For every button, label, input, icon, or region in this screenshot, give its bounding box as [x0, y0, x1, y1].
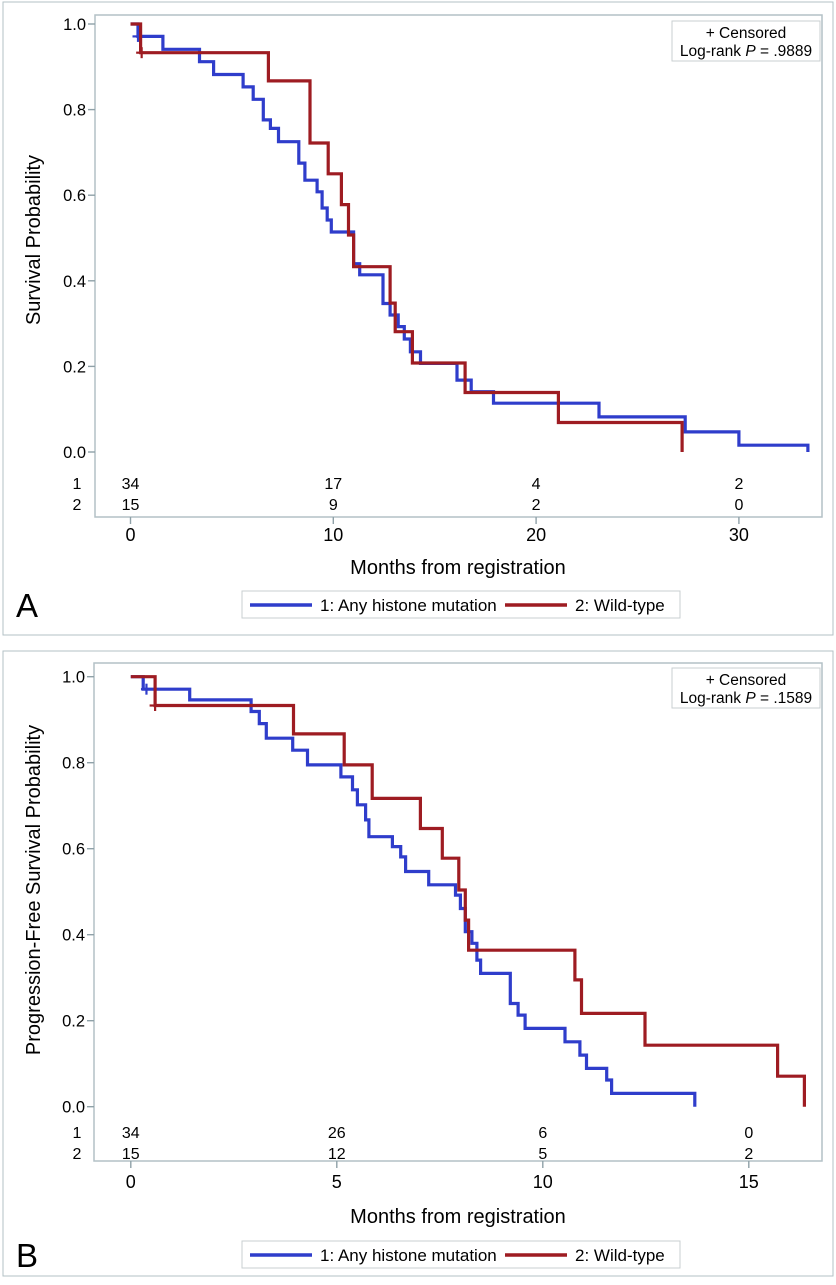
- y-tick-label: 0.2: [62, 1013, 85, 1031]
- x-tick-label: 20: [526, 525, 546, 545]
- y-tick-label: 0.4: [63, 273, 86, 291]
- y-tick-label: 0.6: [62, 841, 85, 859]
- inset-box: [671, 667, 821, 709]
- panel-letter: A: [16, 587, 38, 624]
- panel-letter: B: [16, 1237, 38, 1274]
- y-tick-label: 1.0: [63, 16, 86, 34]
- y-tick-label: 0.2: [63, 358, 86, 376]
- x-tick-label: 0: [126, 1172, 136, 1192]
- y-axis-title: Progression-Free Survival Probability: [23, 725, 45, 1055]
- at-risk-count: 9: [329, 497, 338, 514]
- x-tick-label: 10: [323, 525, 343, 545]
- y-tick-label: 0.4: [62, 927, 85, 945]
- at-risk-count: 12: [328, 1146, 346, 1163]
- legend-label: 1: Any histone mutation: [320, 1246, 497, 1265]
- logrank-label: Log-rank P = .9889: [680, 43, 812, 60]
- censored-label: + Censored: [706, 25, 787, 42]
- panel-outer-border: [2, 650, 834, 1277]
- legend-label: 1: Any histone mutation: [320, 596, 497, 615]
- inset-box: [671, 20, 821, 62]
- at-risk-count: 0: [744, 1125, 753, 1142]
- at-risk-count: 17: [324, 476, 342, 493]
- censored-label: + Censored: [706, 672, 787, 689]
- km-curve: [130, 675, 806, 1107]
- legend-label: 2: Wild-type: [575, 596, 665, 615]
- at-risk-count: 0: [734, 497, 743, 514]
- at-risk-count: 5: [538, 1146, 547, 1163]
- at-risk-count: 15: [122, 1146, 140, 1163]
- x-tick-label: 0: [125, 525, 135, 545]
- x-axis-title: Months from registration: [350, 557, 566, 579]
- at-risk-count: 2: [734, 476, 743, 493]
- x-axis-title: Months from registration: [350, 1206, 566, 1228]
- y-axis-title: Survival Probability: [23, 155, 45, 325]
- plot-frame: [93, 662, 823, 1162]
- legend-label: 2: Wild-type: [575, 1246, 665, 1265]
- x-tick-label: 10: [533, 1172, 553, 1192]
- at-risk-count: 4: [532, 476, 541, 493]
- at-risk-row-label: 1: [73, 476, 82, 493]
- y-tick-label: 1.0: [62, 669, 85, 687]
- at-risk-count: 26: [328, 1125, 346, 1142]
- y-tick-label: 0.8: [62, 755, 85, 773]
- at-risk-count: 2: [744, 1146, 753, 1163]
- y-tick-label: 0.6: [63, 187, 86, 205]
- panel-a-overall-survival: 1.00.80.60.40.20.00 10 20 301 34 17 4 22 15 9 2 0+ …: [2, 1, 834, 636]
- at-risk-count: 34: [122, 476, 140, 493]
- km-curve: [130, 22, 684, 452]
- x-tick-label: 15: [739, 1172, 759, 1192]
- at-risk-row-label: 2: [73, 1146, 82, 1163]
- legend-box: [241, 1240, 681, 1269]
- at-risk-count: 34: [122, 1125, 140, 1142]
- logrank-label: Log-rank P = .1589: [680, 690, 812, 707]
- panel-b-progression-free-survival: 1.0 0.8 0.6 0.4 0.2 0.0 0 5 10 15 1 34 26 6 0 2 15 12 5 2 + …: [2, 650, 834, 1277]
- x-tick-label: 30: [729, 525, 749, 545]
- legend-box: [241, 590, 681, 619]
- at-risk-count: 15: [122, 497, 140, 514]
- at-risk-row-label: 1: [73, 1125, 82, 1142]
- at-risk-row-label: 2: [73, 497, 82, 514]
- plot-frame: [94, 14, 823, 518]
- y-tick-label: 0.0: [63, 444, 86, 462]
- km-curve: [130, 675, 697, 1107]
- panel-outer-border: [2, 1, 834, 636]
- y-tick-label: 0.8: [63, 102, 86, 120]
- at-risk-count: 2: [532, 497, 541, 514]
- at-risk-count: 6: [538, 1125, 547, 1142]
- y-tick-label: 0.0: [62, 1099, 85, 1117]
- x-tick-label: 5: [332, 1172, 342, 1192]
